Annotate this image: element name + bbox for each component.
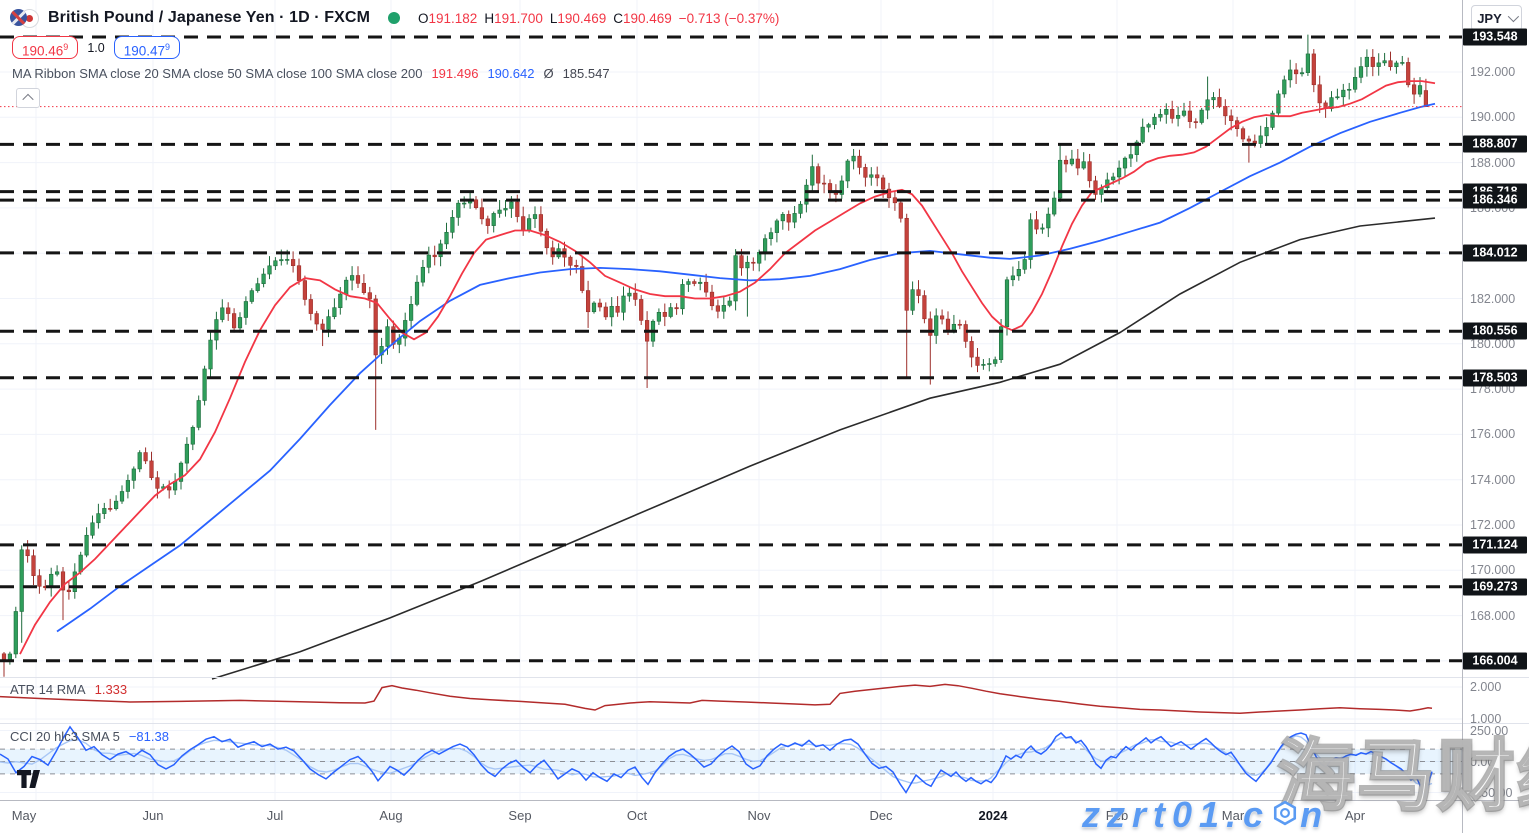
time-label: Jul <box>266 808 284 823</box>
price-level-chip: 193.548 <box>1463 28 1527 46</box>
high-prefix: H <box>484 10 495 26</box>
price-tick: 174.000 <box>1470 472 1516 487</box>
high-value: 191.700 <box>494 10 543 26</box>
quote-panel: 190.469 1.0 190.479 <box>12 36 181 59</box>
time-label: Apr <box>1344 808 1366 823</box>
cci-value: −81.38 <box>128 729 169 744</box>
price-tick: 170.000 <box>1470 563 1516 578</box>
time-label: Nov <box>747 808 771 823</box>
close-prefix: C <box>613 10 623 26</box>
open-prefix: O <box>418 10 429 26</box>
low-prefix: L <box>549 10 558 26</box>
atr-tick: 2.000 <box>1470 680 1502 694</box>
price-tick: 176.000 <box>1470 427 1516 442</box>
time-label: Mar <box>1221 808 1245 823</box>
ma-ribbon-legend[interactable]: MA Ribbon SMA close 20 SMA close 50 SMA … <box>12 66 610 81</box>
tradingview-logo-icon[interactable] <box>17 770 47 795</box>
price-tick: 188.000 <box>1470 155 1516 170</box>
time-axis[interactable]: May Jun Jul Aug Sep Oct Nov Dec 2024 Feb Mar Apr <box>0 800 1529 833</box>
cci-tick: -250.00 <box>1470 785 1513 800</box>
time-label: Dec <box>869 808 893 823</box>
price-tick: 172.000 <box>1470 518 1516 532</box>
chevron-up-icon <box>22 93 34 106</box>
spread-value: 1.0 <box>87 40 105 55</box>
price-axis[interactable]: 192.000190.000188.000186.000184.000182.0… <box>1462 0 1529 800</box>
collapse-legend-button[interactable] <box>16 88 40 108</box>
buy-button[interactable]: 190.479 <box>113 36 181 59</box>
cci-tick: 250.00 <box>1470 723 1509 738</box>
atr-label: ATR 14 RMA <box>10 682 86 697</box>
price-level-chip: 180.556 <box>1463 322 1527 340</box>
cci-legend[interactable]: CCI 20 hlc3 SMA 5 −81.38 <box>10 729 169 744</box>
close-value: 190.469 <box>622 10 672 26</box>
price-tick: 192.000 <box>1470 65 1516 79</box>
time-label: Jun <box>142 808 164 823</box>
price-level-chip: 188.807 <box>1463 135 1527 153</box>
atr-value: 1.333 <box>94 682 128 697</box>
time-label: Sep <box>508 808 532 823</box>
currency-label: JPY <box>1477 10 1502 26</box>
symbol-header: British Pound / Japanese Yen · 1D · FXCM… <box>10 6 779 30</box>
ma-ribbon-label: MA Ribbon SMA close 20 SMA close 50 SMA … <box>12 66 423 81</box>
sma20-value: 191.496 <box>431 66 479 81</box>
atr-tick: 1.000 <box>1470 712 1502 726</box>
time-label: 2024 <box>978 808 1008 823</box>
sma-average-value: 185.547 <box>562 66 610 81</box>
pair-flags-icon <box>10 9 40 28</box>
price-level-chip: 166.004 <box>1463 652 1527 670</box>
time-label: Feb <box>1105 808 1129 823</box>
price-level-chip: 178.503 <box>1463 369 1527 387</box>
time-label: Aug <box>379 808 403 823</box>
price-level-chip: 184.012 <box>1463 244 1527 262</box>
open-value: 191.182 <box>428 10 478 26</box>
cci-tick: 0.00 <box>1470 754 1495 769</box>
ohlc-legend: O191.182 H191.700 L190.469 C190.469 −0.7… <box>418 11 779 26</box>
price-tick: 182.000 <box>1470 291 1516 306</box>
uk-flag-icon <box>10 9 27 26</box>
time-label: May <box>11 808 37 823</box>
symbol-title[interactable]: British Pound / Japanese Yen · 1D · FXCM <box>48 9 370 26</box>
time-label: Oct <box>626 808 648 823</box>
price-tick: 168.000 <box>1470 608 1516 623</box>
market-status-dot-icon[interactable] <box>388 12 400 24</box>
sma50-value: 190.642 <box>487 66 535 81</box>
price-level-chip: 171.124 <box>1463 536 1527 554</box>
change-value: −0.713 (−0.37%) <box>678 10 780 26</box>
price-level-chip: 186.346 <box>1463 191 1527 209</box>
sell-button[interactable]: 190.469 <box>12 36 79 59</box>
atr-legend[interactable]: ATR 14 RMA 1.333 <box>10 682 127 697</box>
cci-label: CCI 20 hlc3 SMA 5 <box>10 729 120 744</box>
low-value: 190.469 <box>557 10 607 26</box>
price-tick: 180.000 <box>1470 336 1516 351</box>
sma-average-symbol: Ø <box>543 66 554 81</box>
price-tick: 190.000 <box>1470 110 1516 125</box>
price-level-chip: 169.273 <box>1463 578 1527 596</box>
